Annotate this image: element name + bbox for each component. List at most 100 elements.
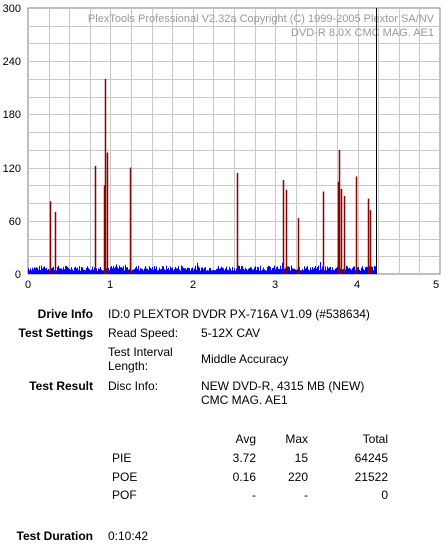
pie-bar <box>325 266 326 274</box>
pie-bar <box>79 266 80 274</box>
pie-bar <box>233 270 234 274</box>
pie-bar <box>294 268 295 274</box>
pie-bar <box>293 268 294 274</box>
pie-series <box>28 262 376 274</box>
pie-bar <box>358 267 359 274</box>
pie-bar <box>64 269 65 274</box>
pie-bar <box>108 267 109 274</box>
pie-bar <box>305 268 306 274</box>
pie-bar <box>56 270 57 274</box>
pie-bar <box>282 262 283 274</box>
pie-bar <box>134 269 135 274</box>
pie-bar <box>221 266 222 274</box>
pie-bar <box>74 267 75 274</box>
pie-bar <box>102 270 103 274</box>
pie-bar <box>45 268 46 274</box>
pie-bar <box>187 267 188 274</box>
pie-bar <box>179 269 180 274</box>
x-axis-ticks: 0 1 2 3 4 5 <box>25 279 439 291</box>
pie-bar <box>111 265 112 274</box>
pie-bar <box>39 265 40 274</box>
pie-bar <box>136 266 137 274</box>
pie-bar <box>188 267 189 274</box>
pie-bar <box>31 270 32 274</box>
row-name: POF <box>112 488 137 502</box>
row-max: 15 <box>294 451 308 465</box>
column-header-max: Max <box>285 432 308 446</box>
pie-bar <box>174 268 175 274</box>
pie-bar <box>159 267 160 274</box>
pie-bar <box>212 270 213 274</box>
pie-bar <box>85 270 86 274</box>
pie-bar <box>350 268 351 274</box>
pie-bar <box>72 269 73 274</box>
pie-bar <box>322 266 323 274</box>
y-tick-label: 180 <box>3 109 21 121</box>
pie-bar <box>288 266 289 274</box>
pie-bar <box>250 267 251 274</box>
pie-bar <box>335 268 336 274</box>
pie-bar <box>76 268 77 274</box>
pie-bar <box>110 267 111 274</box>
pie-bar <box>271 270 272 274</box>
pie-bar <box>120 267 121 274</box>
pie-bar <box>181 265 182 274</box>
pie-bar <box>232 266 233 274</box>
pie-bar <box>52 267 53 274</box>
read-speed-value: 5-12X CAV <box>201 326 261 340</box>
pie-bar <box>364 270 365 274</box>
pie-bar <box>200 270 201 274</box>
pie-bar <box>211 270 212 274</box>
pie-bar <box>247 270 248 274</box>
row-total: 0 <box>381 488 388 502</box>
pie-bar <box>182 266 183 274</box>
pie-bar <box>166 265 167 274</box>
pie-bar <box>117 267 118 274</box>
pie-bar <box>70 269 71 274</box>
pie-bar <box>209 268 210 274</box>
pie-bar <box>240 269 241 274</box>
pie-bar <box>103 270 104 274</box>
pie-bar <box>280 265 281 274</box>
pie-bar <box>303 270 304 274</box>
pie-bar <box>230 268 231 274</box>
pie-bar <box>146 268 147 274</box>
pie-bar <box>320 262 321 274</box>
pie-bar <box>98 268 99 274</box>
pie-bar <box>238 265 239 274</box>
pie-bar <box>295 269 296 274</box>
pie-bar <box>73 270 74 274</box>
pie-bar <box>353 266 354 274</box>
pie-bar <box>47 269 48 274</box>
pie-bar <box>125 264 126 274</box>
pie-bar <box>334 270 335 274</box>
pie-bar <box>191 268 192 274</box>
pie-bar <box>202 267 203 274</box>
pie-bar <box>287 266 288 274</box>
pie-bar <box>175 266 176 274</box>
pie-bar <box>229 266 230 274</box>
pie-bar <box>319 270 320 274</box>
pie-bar <box>337 266 338 274</box>
pie-bar <box>194 268 195 274</box>
pie-bar <box>289 267 290 274</box>
pie-bar <box>172 267 173 274</box>
pie-bar <box>256 270 257 274</box>
pie-bar <box>34 267 35 274</box>
pie-bar <box>218 266 219 274</box>
pie-bar <box>119 265 120 274</box>
pie-bar <box>53 266 54 274</box>
pie-bar <box>315 265 316 274</box>
pie-bar <box>318 265 319 274</box>
pie-bar <box>292 268 293 274</box>
pie-bar <box>51 268 52 274</box>
pie-bar <box>106 268 107 274</box>
pie-bar <box>28 268 29 274</box>
pie-bar <box>190 270 191 274</box>
pie-bar <box>82 267 83 274</box>
pie-bar <box>260 265 261 274</box>
row-name: PIE <box>112 451 132 465</box>
pie-bar <box>257 266 258 274</box>
pie-bar <box>162 265 163 274</box>
pie-bar <box>285 267 286 274</box>
